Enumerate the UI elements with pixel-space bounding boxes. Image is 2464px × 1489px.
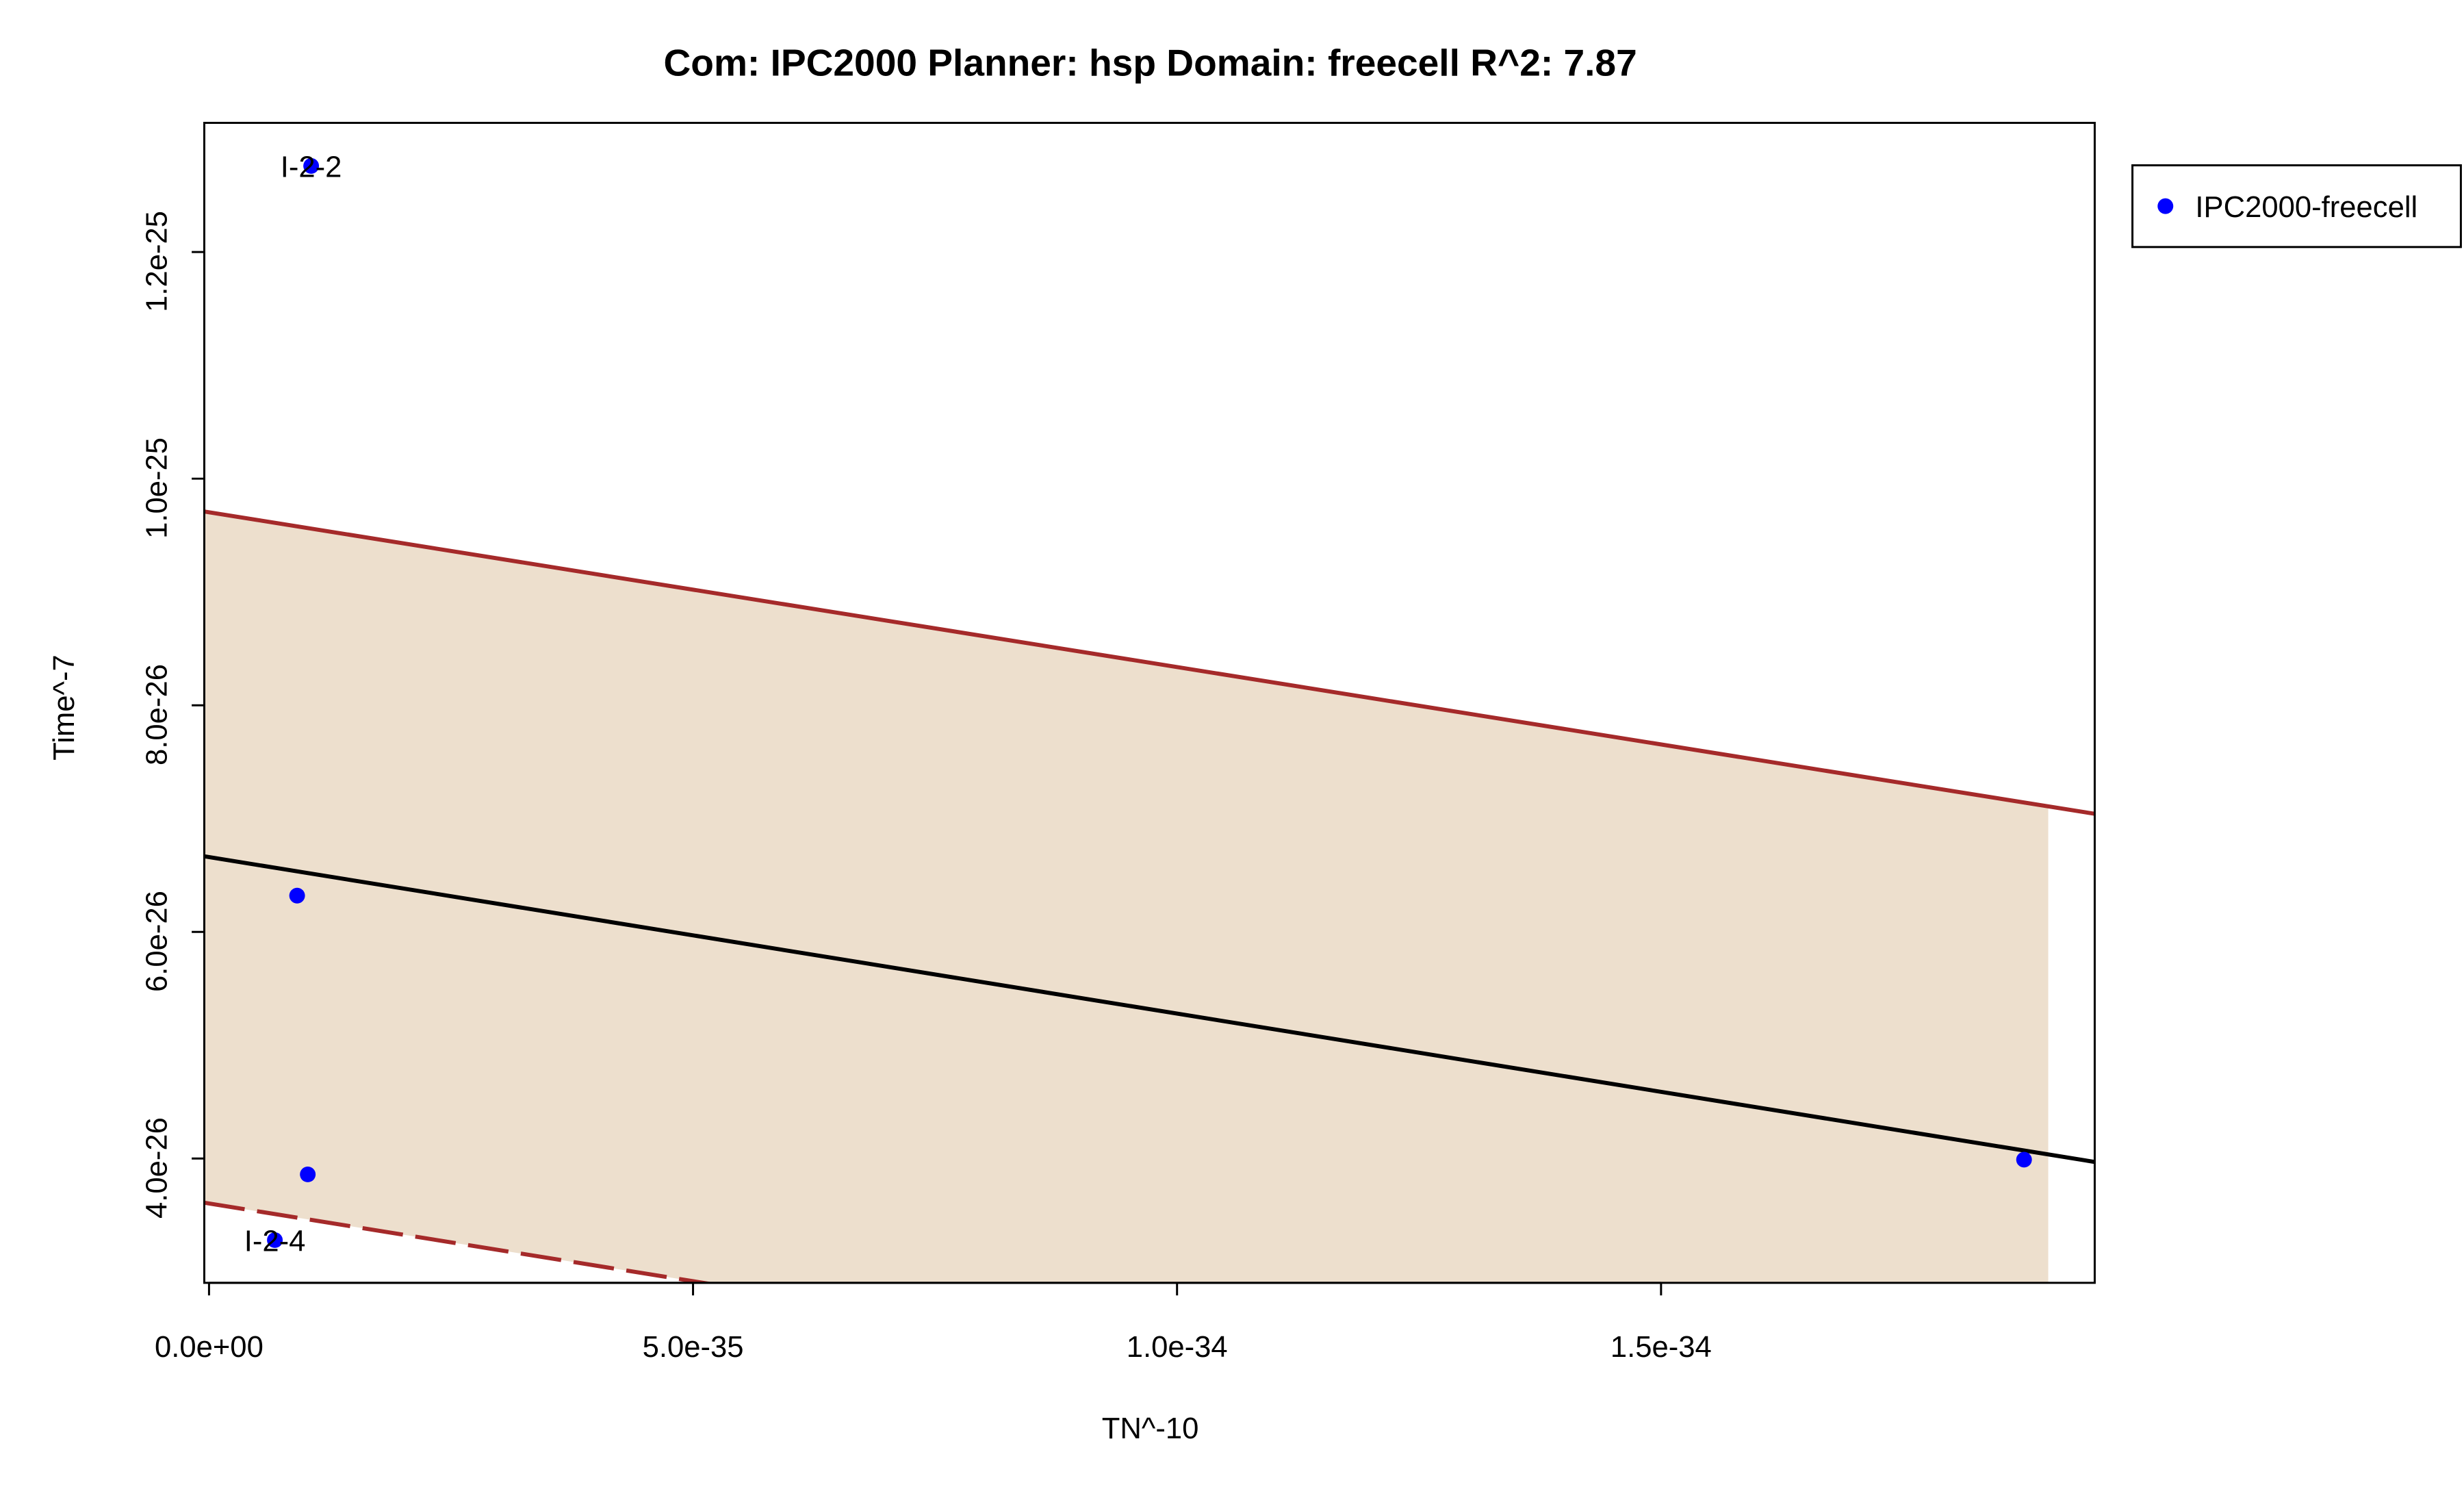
y-tick-label: 4.0e-26 bbox=[140, 1117, 173, 1219]
point-label: I-2-2 bbox=[281, 151, 342, 183]
x-tick-label: 1.5e-34 bbox=[1610, 1331, 1712, 1364]
data-point bbox=[303, 157, 320, 174]
x-axis-label: TN^-10 bbox=[1102, 1412, 1199, 1445]
y-tick-label: 6.0e-26 bbox=[140, 891, 173, 992]
x-tick-label: 5.0e-35 bbox=[643, 1331, 744, 1364]
legend-box bbox=[2131, 164, 2462, 249]
data-point bbox=[267, 1232, 283, 1248]
confidence-band bbox=[204, 511, 2049, 1283]
fit-line bbox=[204, 854, 2095, 1165]
legend-label: IPC2000-freecell bbox=[2195, 191, 2417, 224]
plot-area bbox=[204, 509, 2095, 1283]
x-tick-label: 1.0e-34 bbox=[1127, 1331, 1228, 1364]
band-line bbox=[204, 509, 2095, 816]
y-tick-label: 8.0e-26 bbox=[140, 664, 173, 765]
data-point bbox=[300, 1166, 316, 1182]
chart-title: Com: IPC2000 Planner: hsp Domain: freece… bbox=[664, 42, 1637, 84]
y-tick-label: 1.2e-25 bbox=[140, 211, 173, 312]
y-tick-label: 1.0e-25 bbox=[140, 437, 173, 539]
data-point bbox=[289, 887, 305, 904]
point-label: I-2-4 bbox=[244, 1225, 306, 1258]
y-axis-label: Time^-7 bbox=[48, 654, 81, 761]
legend-marker bbox=[2157, 198, 2174, 214]
data-point bbox=[2016, 1151, 2032, 1168]
x-tick-label: 0.0e+00 bbox=[155, 1331, 264, 1364]
